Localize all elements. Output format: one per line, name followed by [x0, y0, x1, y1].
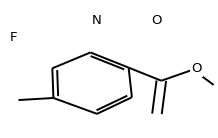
- Text: F: F: [10, 31, 17, 44]
- Text: O: O: [151, 14, 162, 27]
- Text: O: O: [191, 63, 201, 75]
- Text: N: N: [92, 14, 102, 26]
